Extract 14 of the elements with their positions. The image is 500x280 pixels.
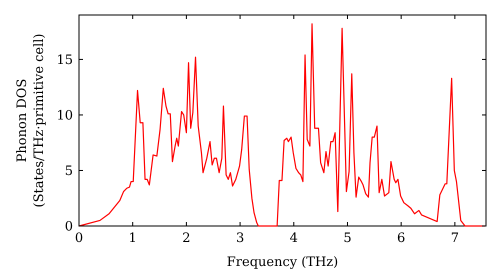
x-tick-label: 7 (450, 231, 459, 246)
y-tick-label: 5 (64, 164, 73, 180)
x-tick-label: 3 (236, 231, 244, 246)
y-tick-label: 15 (56, 52, 73, 68)
x-tick-label: 1 (128, 231, 137, 246)
x-tick-label: 0 (74, 231, 84, 246)
x-tick-label: 6 (397, 231, 406, 246)
y-tick-label: 0 (64, 220, 73, 235)
y-axis-title: Phonon DOS (States/THz·primitive cell) (15, 33, 47, 208)
x-tick-label: 2 (182, 231, 191, 246)
x-tick-label: 5 (343, 231, 352, 246)
x-tick-label: 4 (290, 231, 298, 246)
y-tick-label: 10 (56, 108, 73, 124)
x-axis-title: Frequency (THz) (226, 255, 338, 270)
